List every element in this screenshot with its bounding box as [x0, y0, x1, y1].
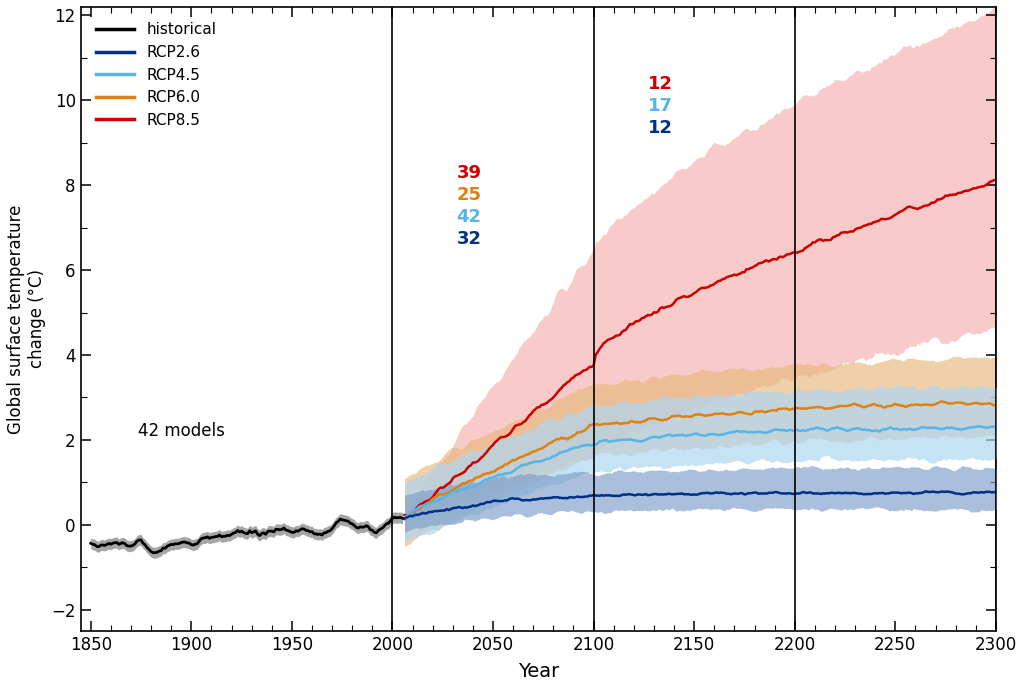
X-axis label: Year: Year — [518, 662, 559, 681]
Legend: historical, RCP2.6, RCP4.5, RCP6.0, RCP8.5: historical, RCP2.6, RCP4.5, RCP6.0, RCP8… — [88, 14, 224, 136]
Text: 42 models: 42 models — [138, 422, 224, 440]
Text: 25: 25 — [457, 186, 481, 204]
Text: 17: 17 — [647, 97, 673, 115]
Text: 12: 12 — [647, 119, 673, 137]
Text: 12: 12 — [647, 75, 673, 93]
Text: 39: 39 — [457, 164, 481, 182]
Text: 42: 42 — [457, 208, 481, 226]
Y-axis label: Global surface temperature
change (°C): Global surface temperature change (°C) — [7, 204, 46, 433]
Text: 32: 32 — [457, 230, 481, 248]
